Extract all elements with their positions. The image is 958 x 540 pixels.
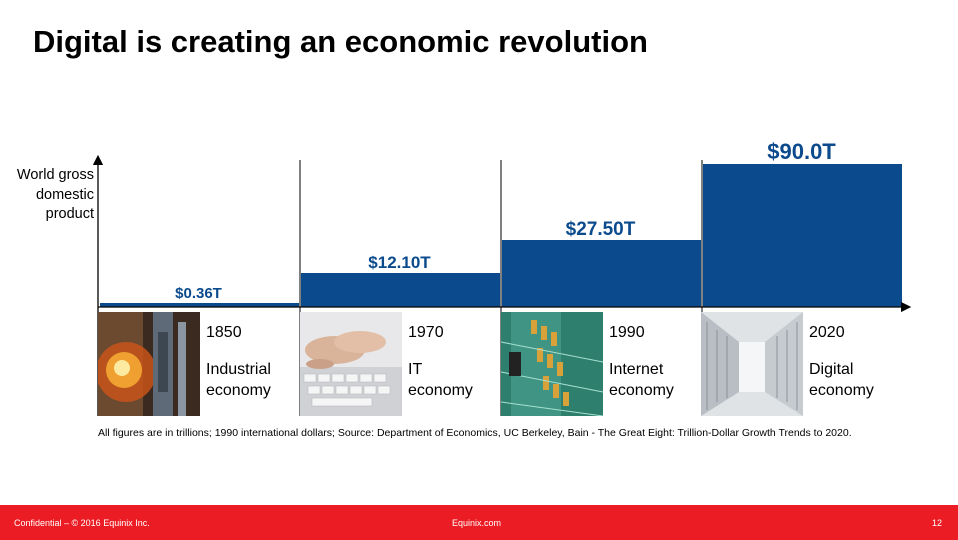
era-year-1990: 1990 xyxy=(609,324,645,341)
era-label-1970-line2: economy xyxy=(408,382,473,399)
era-year-1850: 1850 xyxy=(206,324,242,341)
era-label-1990-line2: economy xyxy=(609,382,674,399)
footer-bar: Confidential – © 2016 Equinix Inc. Equin… xyxy=(0,505,958,540)
value-label-1850: $0.36T xyxy=(175,285,222,302)
value-label-1970: $12.10T xyxy=(368,253,431,272)
value-label-2020: $90.0T xyxy=(767,139,836,164)
bar-1850 xyxy=(100,303,299,307)
bar-1990 xyxy=(502,240,701,307)
footer-confidential: Confidential – © 2016 Equinix Inc. xyxy=(14,518,150,528)
value-label-1990: $27.50T xyxy=(566,219,636,240)
era-label-1850-line2: economy xyxy=(206,382,271,399)
footer-site-link[interactable]: Equinix.com xyxy=(452,518,502,528)
era-label-2020-line1: Digital xyxy=(809,361,854,378)
bar-2020 xyxy=(703,164,902,307)
circuit-board-photo xyxy=(501,312,603,416)
typing-keyboard-photo xyxy=(300,312,402,416)
era-year-1970: 1970 xyxy=(408,324,444,341)
steel-mill-photo xyxy=(98,312,200,416)
slide-title: Digital is creating an economic revoluti… xyxy=(33,24,648,59)
era-label-1970-line1: IT xyxy=(408,361,423,378)
y-axis-label: World gross domestic product xyxy=(16,167,94,222)
era-label-1990-line1: Internet xyxy=(609,361,664,378)
bar-1970 xyxy=(301,273,500,307)
data-center-photo xyxy=(701,312,803,416)
source-note: All figures are in trillions; 1990 inter… xyxy=(98,427,852,439)
era-year-2020: 2020 xyxy=(809,324,845,341)
era-label-2020-line2: economy xyxy=(809,382,874,399)
footer-page-number: 12 xyxy=(932,518,943,528)
era-label-1850-line1: Industrial xyxy=(206,361,271,378)
